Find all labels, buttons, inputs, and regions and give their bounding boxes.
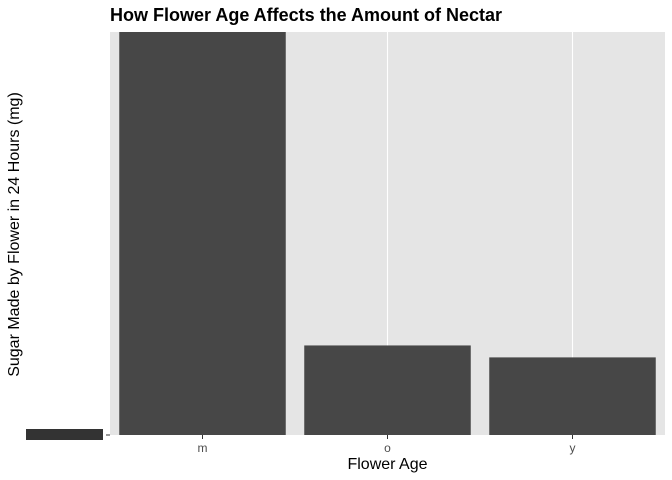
y-axis bbox=[26, 429, 110, 440]
bars bbox=[119, 32, 656, 435]
x-tick-label-m: m bbox=[198, 441, 208, 455]
x-tick-label-o: o bbox=[384, 441, 391, 455]
chart-title: How Flower Age Affects the Amount of Nec… bbox=[110, 5, 503, 25]
bar-m bbox=[119, 32, 286, 435]
bar-o bbox=[304, 345, 471, 435]
bar-y bbox=[489, 357, 656, 435]
x-tick-label-y: y bbox=[570, 441, 576, 455]
y-axis-title: Sugar Made by Flower in 24 Hours (mg) bbox=[6, 92, 23, 377]
y-tick-labels-overlapped bbox=[26, 429, 103, 440]
x-axis-title: Flower Age bbox=[347, 456, 427, 473]
